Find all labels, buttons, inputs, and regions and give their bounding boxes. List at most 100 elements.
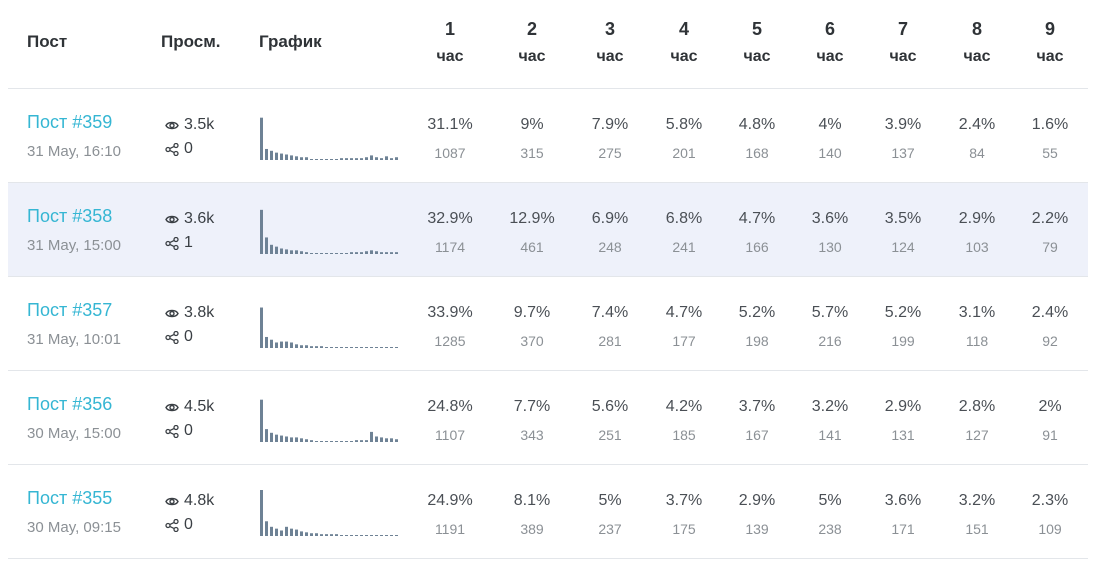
sparkline-bar (365, 157, 368, 160)
post-link[interactable]: Пост #356 (27, 394, 113, 414)
sparkline-bar (300, 251, 303, 254)
sparkline-bar (325, 253, 328, 254)
table-row: Пост #355 30 May, 09:15 4.8k 0 24.9% 1191 8.1%… (8, 465, 1088, 559)
hour-count: 131 (891, 427, 915, 443)
hour-count: 198 (745, 333, 769, 349)
sparkline-chart (260, 399, 398, 442)
sparkline-bar (305, 157, 308, 160)
views-count: 3.5k (184, 116, 215, 133)
hour-count: 241 (672, 239, 696, 255)
hour-percent: 4.8% (738, 116, 776, 133)
hour-count: 171 (891, 521, 915, 537)
sparkline-bar (355, 347, 358, 348)
sparkline-bar (300, 345, 303, 348)
share-icon (165, 424, 184, 438)
shares-count: 0 (184, 516, 193, 533)
sparkline-bar (350, 158, 353, 160)
sparkline-bar (370, 250, 373, 254)
sparkline-bar (380, 437, 383, 442)
header-hour-unit: час (596, 48, 624, 65)
hour-count: 130 (818, 239, 842, 255)
hour-percent: 5% (598, 492, 622, 509)
sparkline-bar (285, 341, 288, 348)
sparkline-bar (340, 347, 343, 348)
post-link[interactable]: Пост #357 (27, 300, 113, 320)
header-hour-unit: час (743, 48, 771, 65)
sparkline-bar (300, 531, 303, 536)
sparkline-bar (295, 250, 298, 254)
hour-count: 1285 (434, 333, 466, 349)
sparkline-bar (285, 436, 288, 442)
sparkline-bar (305, 252, 308, 254)
table-row: Пост #358 31 May, 15:00 3.6k 1 32.9% 1174 12.9… (8, 183, 1088, 277)
hour-percent: 5.6% (591, 398, 629, 415)
post-date: 31 May, 15:00 (27, 237, 121, 254)
header-views: Просм. (161, 32, 221, 51)
table-row: Пост #357 31 May, 10:01 3.8k 0 33.9% 1285 9.7%… (8, 277, 1088, 371)
hour-percent: 6.8% (665, 210, 703, 227)
sparkline-bar (275, 528, 278, 536)
sparkline-bar (325, 441, 328, 442)
sparkline-bar (360, 158, 363, 160)
hour-percent: 2.9% (884, 398, 922, 415)
sparkline-bar (320, 534, 323, 536)
hour-percent: 7.4% (591, 304, 629, 321)
hour-percent: 12.9% (509, 210, 555, 227)
views-stat: 3.5k (165, 116, 214, 134)
sparkline-bar (395, 157, 398, 160)
hour-percent: 3.9% (884, 116, 922, 133)
sparkline-bar (265, 521, 268, 536)
sparkline-bar (330, 534, 333, 536)
header-hour-unit: час (963, 48, 991, 65)
sparkline-bar (320, 441, 323, 442)
share-icon (165, 236, 184, 250)
post-link[interactable]: Пост #358 (27, 206, 113, 226)
hour-count: 151 (965, 521, 989, 537)
sparkline-bar (295, 529, 298, 536)
sparkline-bar (280, 435, 283, 442)
hour-count: 55 (1042, 145, 1058, 161)
hour-count: 177 (672, 333, 696, 349)
hour-percent: 2.8% (958, 398, 996, 415)
sparkline-bar (270, 432, 273, 442)
sparkline-bar (285, 526, 288, 536)
header-hour-number: 9 (1044, 19, 1055, 39)
sparkline-bar (325, 159, 328, 160)
sparkline-bar (295, 156, 298, 160)
sparkline-bar (310, 346, 313, 348)
shares-stat: 1 (165, 234, 193, 252)
hour-count: 315 (520, 145, 544, 161)
shares-count: 0 (184, 422, 193, 439)
hour-count: 343 (520, 427, 544, 443)
views-stat: 3.8k (165, 304, 214, 322)
sparkline-bar (370, 535, 373, 536)
eye-icon (165, 496, 184, 507)
hour-percent: 5.7% (811, 304, 849, 321)
post-date: 30 May, 09:15 (27, 519, 121, 536)
hour-count: 238 (818, 521, 842, 537)
hour-count: 275 (598, 145, 622, 161)
sparkline-bar (260, 307, 263, 348)
hour-percent: 3.2% (958, 492, 996, 509)
sparkline-chart (260, 209, 398, 254)
hour-percent: 9% (520, 116, 544, 133)
header-chart: График (259, 32, 322, 51)
sparkline-bar (340, 253, 343, 254)
views-count: 3.8k (184, 304, 215, 321)
sparkline-bar (395, 347, 398, 348)
table-row: Пост #359 31 May, 16:10 3.5k 0 31.1% 1087 9% 31… (8, 89, 1088, 183)
sparkline-bar (275, 342, 278, 348)
sparkline-bar (280, 341, 283, 348)
sparkline-bar (375, 251, 378, 254)
sparkline-bar (340, 535, 343, 536)
sparkline-bar (385, 347, 388, 348)
sparkline-bar (345, 158, 348, 160)
header-hour-number: 5 (751, 19, 762, 39)
sparkline-bar (290, 250, 293, 254)
hour-count: 1174 (434, 239, 466, 255)
post-link[interactable]: Пост #359 (27, 112, 113, 132)
post-link[interactable]: Пост #355 (27, 488, 113, 508)
hour-percent: 3.7% (665, 492, 703, 509)
header-hour-8: 8 час (947, 16, 1007, 70)
hour-percent: 7.9% (591, 116, 629, 133)
